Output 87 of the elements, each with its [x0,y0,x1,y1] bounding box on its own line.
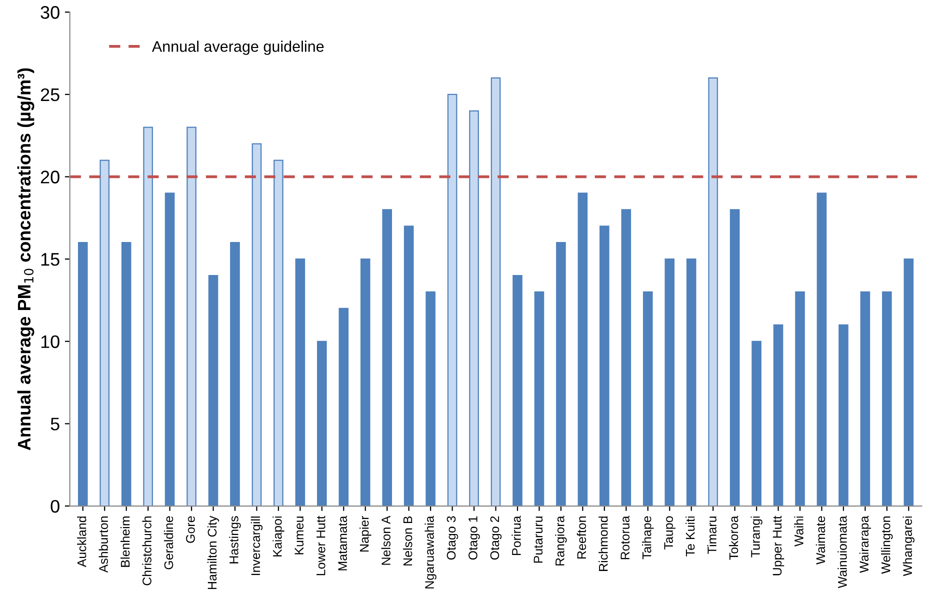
bar [100,160,110,506]
bar [773,324,784,506]
bar [208,274,218,506]
bar [860,291,870,506]
bar [295,258,306,506]
x-tick-label: Christchurch [142,516,152,586]
x-tick-label: Wainuiomata [838,516,847,588]
bar [882,291,892,506]
y-tick-label: 5 [50,418,60,430]
x-tick-label: Tokoroa [728,516,738,560]
y-tick-label: 0 [50,500,60,513]
y-tick-label: 20 [40,170,60,184]
x-tick-label: Invercargill [250,516,263,576]
x-tick-label: Upper Hutt [772,516,784,576]
x-tick-label: Otago 1 [468,516,480,560]
x-tick-label: Kumeu [294,516,304,554]
x-tick-label: Waimate [816,516,826,565]
bar [230,242,240,506]
bar [490,77,501,506]
x-tick-label: Nelson A [381,516,390,565]
bar [600,226,610,506]
bar [730,209,740,506]
x-tick-label: Porirua [512,516,521,555]
bar [512,274,522,506]
x-tick-label: Wellington [881,516,893,574]
bar [121,242,132,506]
y-tick-label: 10 [41,335,60,348]
x-tick-label: Whangarei [902,516,914,576]
bar [556,242,566,506]
x-tick-label: Waihi [794,516,804,546]
bar [447,94,458,506]
x-tick-label: Rotorua [620,516,630,560]
bar [534,291,544,506]
bar [578,192,588,506]
bar [752,340,762,506]
y-tick-label: 30 [40,6,60,19]
bar [274,160,284,506]
x-tick-label: Ngaruawahia [424,516,436,588]
bar [143,126,153,506]
x-tick-label: Otago 2 [490,516,502,560]
x-tick-label: Hastings [229,516,241,564]
bar [252,143,262,506]
x-tick-label: Nelson B [403,516,412,566]
bar [708,77,718,506]
bar [338,308,349,506]
y-axis-title: Annual average PM$_{10}$ concentrations (µg/m³) [17,68,34,450]
y-tick-label: 15 [41,253,60,266]
x-tick-label: Napier [360,516,372,552]
x-tick-label: Kaiapoi [272,516,284,556]
x-tick-label: Wairarapa [859,516,872,573]
x-tick-label: Gore [186,516,195,543]
bar [621,209,632,506]
bar [686,258,696,506]
x-tick-label: Richmond [598,516,608,571]
legend-label: Annual average guideline [152,40,324,55]
bar [642,291,653,506]
x-tick-label: Auckland [77,516,86,568]
y-tick-label: 25 [40,88,60,102]
x-tick-label: Putaruru [534,516,543,563]
bar [904,258,914,506]
bar [186,126,196,506]
bar [838,324,848,506]
x-tick-label: Ashburton [98,516,108,573]
x-tick-label: Te Kuiti [686,516,695,556]
bar [816,192,827,506]
bar [795,291,805,506]
bar [382,209,392,506]
x-tick-label: Lower Hutt [316,516,326,576]
bar [426,291,436,506]
bar [469,110,479,506]
bar [317,340,327,506]
x-tick-label: Geraldine [164,516,174,570]
x-tick-label: Hamilton City [207,516,220,590]
bar [78,242,88,506]
bar [404,226,414,506]
x-tick-label: Blenheim [120,516,130,567]
x-tick-label: Timaru [707,516,716,554]
bar [360,258,370,506]
x-tick-label: Turangi [750,516,762,558]
x-tick-label: Reefton [576,516,586,558]
x-tick-label: Taihape [642,516,654,560]
x-tick-label: Otago 3 [446,516,458,560]
x-tick-label: Taupo [664,516,676,550]
x-tick-label: Matamata [338,516,347,570]
bar [664,258,675,506]
x-tick-label: Rangiora [555,516,567,566]
bar [164,192,175,506]
